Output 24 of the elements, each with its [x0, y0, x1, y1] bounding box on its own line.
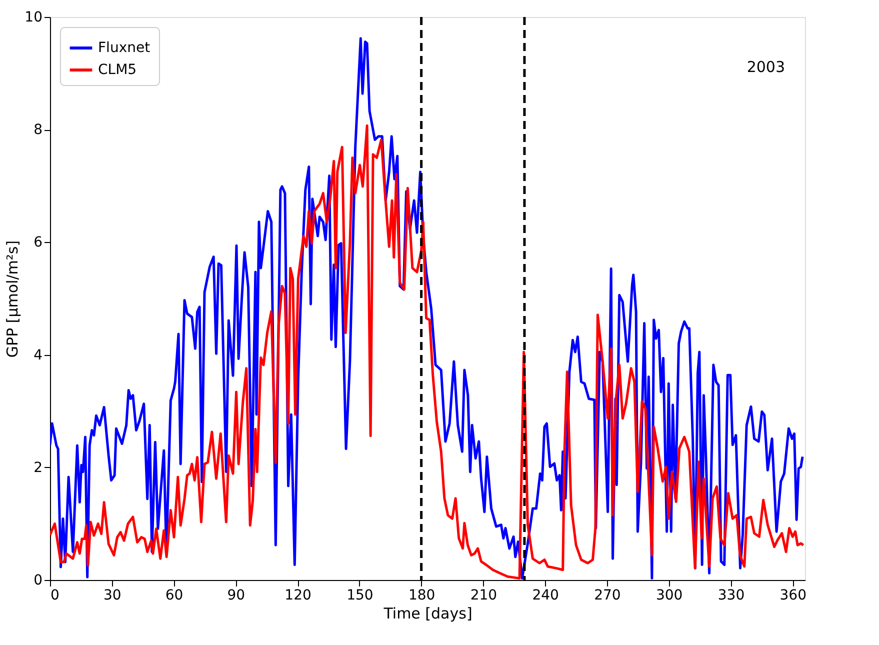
- y-axis-title: GPP [µmol/m²s]: [4, 240, 22, 358]
- annotation: 2003: [746, 58, 785, 76]
- legend-label: CLM5: [98, 62, 137, 78]
- x-tick-label: 150: [346, 588, 374, 604]
- x-tick-label: 240: [532, 588, 559, 604]
- y-tick-label: 8: [34, 122, 42, 138]
- y-tick-label: 6: [34, 234, 43, 251]
- x-tick-label: 360: [780, 588, 806, 604]
- x-tick-label: 0: [50, 588, 60, 604]
- y-tick-label: 0: [34, 572, 42, 588]
- y-tick-label: 2: [34, 460, 42, 476]
- x-tick-label: 180: [408, 588, 436, 604]
- y-tick-label: 10: [24, 10, 42, 26]
- y-tick-label: 4: [34, 347, 43, 364]
- x-tick-label: 300: [656, 588, 683, 604]
- x-tick-label: 330: [718, 588, 745, 604]
- x-tick-label: 270: [594, 588, 621, 604]
- x-tick-label: 30: [103, 588, 122, 604]
- x-tick-label: 210: [470, 588, 498, 604]
- x-tick-label: 60: [165, 588, 184, 604]
- legend-label: Fluxnet: [98, 40, 151, 56]
- x-tick-label: 120: [284, 588, 312, 604]
- x-axis-title: Time [days]: [382, 604, 472, 622]
- x-tick-label: 90: [227, 588, 246, 604]
